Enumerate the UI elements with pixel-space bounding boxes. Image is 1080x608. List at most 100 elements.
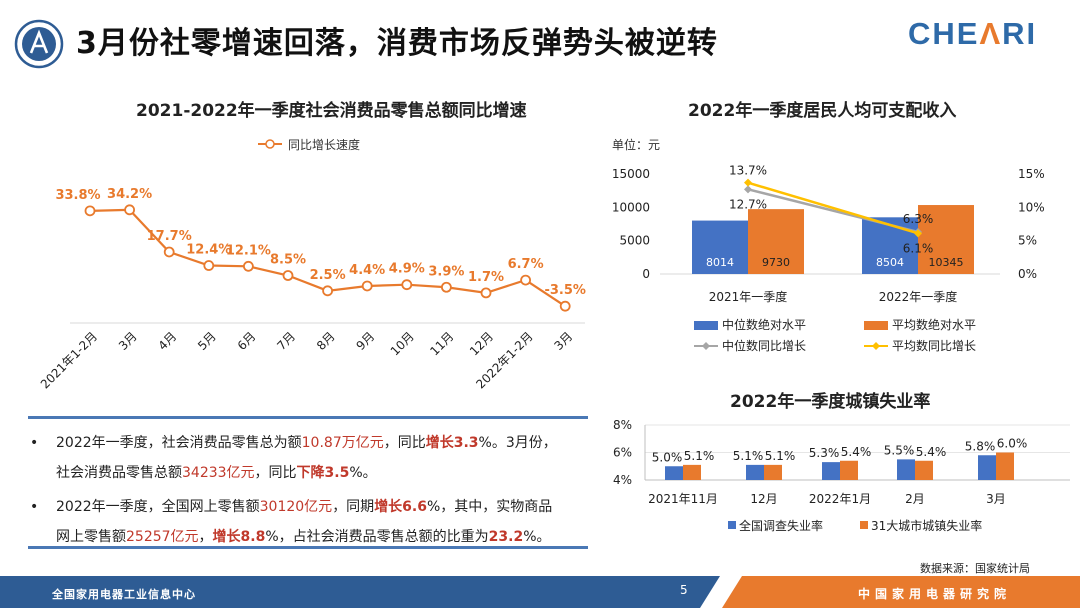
legend-marker — [872, 342, 880, 350]
legend-label: 中位数同比增长 — [722, 338, 806, 353]
plain-text: 网上零售额 — [56, 529, 126, 545]
y-tick-label: 6% — [613, 446, 632, 460]
data-point — [520, 274, 531, 286]
x-tick-label: 2022年1月 — [809, 492, 871, 506]
plain-text: 2022年一季度，社会消费品零售总为额 — [56, 435, 302, 451]
data-label: -3.5% — [544, 283, 585, 298]
x-tick-label: 5月 — [195, 329, 219, 353]
section-divider-top — [28, 416, 588, 419]
data-label: 8.5% — [270, 253, 306, 268]
bullet-line: 社会消费品零售总额34233亿元，同比下降3.5%。 — [56, 458, 557, 488]
y-tick-label: 8% — [613, 418, 632, 432]
plain-text: 社会消费品零售总额 — [56, 465, 182, 481]
bar-value-label: 5.0% — [652, 450, 683, 464]
data-label: 12.1% — [226, 243, 271, 258]
bar — [764, 464, 782, 480]
y-tick-label: 4% — [613, 473, 632, 487]
bullet-text: 2022年一季度，社会消费品零售总为额10.87万亿元，同比增长3.3%。3月份… — [56, 428, 557, 488]
highlight-text: 下降3.5 — [296, 465, 350, 481]
footer-bar — [0, 576, 1080, 608]
data-point — [559, 300, 571, 312]
bar-value-label: 9730 — [762, 256, 790, 269]
bullet-item: • 2022年一季度，全国网上零售额30120亿元，同期增长6.6%，其中，实物… — [30, 492, 590, 552]
highlight-text: 25257亿元 — [126, 529, 199, 545]
growth-label: 6.3% — [903, 212, 934, 226]
growth-point — [914, 229, 922, 238]
x-tick-label: 10月 — [388, 329, 417, 358]
data-point — [361, 280, 373, 292]
plain-text: ，同比 — [254, 465, 297, 481]
bar — [915, 460, 933, 480]
plain-text: %，其中，实物商品 — [427, 499, 553, 515]
x-tick-label: 2022年一季度 — [879, 289, 958, 304]
bar-value-label: 5.1% — [765, 449, 796, 463]
x-tick-label: 8月 — [314, 329, 338, 353]
bullet-item: • 2022年一季度，社会消费品零售总为额10.87万亿元，同比增长3.3%。3… — [30, 428, 590, 488]
brand-suffix: RI — [1002, 16, 1038, 51]
source-note: 数据来源：国家统计局 — [920, 562, 1030, 575]
bullet-line: 网上零售额25257亿元，增长8.8%，占社会消费品零售总额的比重为23.2%。 — [56, 522, 552, 552]
bar-value-label: 6.0% — [997, 437, 1028, 451]
data-point — [84, 205, 96, 217]
data-label: 33.8% — [55, 188, 100, 203]
bar — [862, 217, 918, 274]
highlight-text: 23.2 — [488, 529, 524, 545]
x-tick-label: 3月 — [116, 329, 140, 353]
bullet-list: • 2022年一季度，社会消费品零售总为额10.87万亿元，同比增长3.3%。3… — [30, 428, 590, 552]
bar — [840, 460, 858, 480]
growth-label: 6.1% — [903, 241, 934, 255]
bullet-marker: • — [30, 435, 39, 451]
data-point — [203, 260, 215, 271]
plain-text: ，同比 — [383, 435, 426, 451]
bar — [978, 455, 996, 480]
page-number: 5 — [680, 583, 688, 597]
bar — [692, 220, 748, 274]
page-title: 3月份社零增速回落，消费市场反弹势头被逆转 — [76, 26, 718, 61]
x-tick-label: 6月 — [235, 329, 259, 353]
highlight-text: 增长3.3 — [425, 435, 479, 451]
highlight-text: 30120亿元 — [259, 499, 333, 515]
x-tick-label: 2021年一季度 — [709, 289, 788, 304]
bar — [822, 462, 840, 480]
y2-tick-label: 15% — [1018, 167, 1045, 181]
brand-logo: CHEΛRI — [908, 16, 1037, 52]
legend-marker — [265, 139, 275, 149]
data-label: 1.7% — [468, 270, 504, 285]
data-point — [242, 260, 254, 272]
y2-tick-label: 5% — [1018, 234, 1037, 248]
bar — [918, 205, 974, 274]
data-point — [322, 285, 334, 297]
data-label: 17.7% — [147, 229, 192, 244]
chart1-title: 2021-2022年一季度社会消费品零售总额同比增速 — [136, 101, 527, 121]
unit-label: 单位：元 — [612, 137, 660, 152]
retail-growth-line-chart: 同比增长速度 33.8% 2021年1-2月 34.2% 3月 17.7% 4月 12.4% 5… — [38, 137, 586, 392]
data-point — [480, 287, 492, 299]
logo-emblem — [14, 19, 64, 69]
bar-value-label: 5.4% — [916, 445, 947, 459]
data-label: 4.9% — [389, 262, 425, 277]
x-tick-label: 7月 — [274, 329, 298, 353]
legend-label: 平均数同比增长 — [892, 338, 976, 353]
data-point — [282, 270, 294, 281]
income-bar-chart: 单位：元 15000 10000 5000 0 15% 10% 5% 0% 8014 8504 973… — [612, 137, 1045, 353]
bullet-marker: • — [30, 499, 39, 515]
x-tick-label: 11月 — [427, 329, 456, 358]
data-label: 2.5% — [310, 268, 346, 283]
chart3-title: 2022年一季度城镇失业率 — [730, 392, 931, 412]
x-tick-label: 3月 — [986, 492, 1006, 506]
plain-text: %，占社会消费品零售总额的比重为 — [265, 529, 489, 545]
brand-prefix: CHE — [908, 16, 980, 51]
bar-value-label: 5.8% — [965, 439, 996, 453]
bullet-line: 2022年一季度，全国网上零售额30120亿元，同期增长6.6%，其中，实物商品 — [56, 492, 552, 522]
y2-tick-label: 0% — [1018, 267, 1037, 281]
legend-swatch — [864, 321, 888, 330]
data-label: 12.4% — [186, 243, 231, 258]
bullet-text: 2022年一季度，全国网上零售额30120亿元，同期增长6.6%，其中，实物商品… — [56, 492, 552, 552]
plain-text: %。 — [523, 529, 551, 545]
data-point — [163, 246, 175, 258]
data-point — [401, 279, 413, 291]
plain-text: ，同期 — [332, 499, 375, 515]
highlight-text: 增长8.8 — [212, 529, 266, 545]
legend-label: 全国调查失业率 — [739, 518, 823, 533]
legend-label: 31大城市城镇失业率 — [871, 518, 982, 533]
